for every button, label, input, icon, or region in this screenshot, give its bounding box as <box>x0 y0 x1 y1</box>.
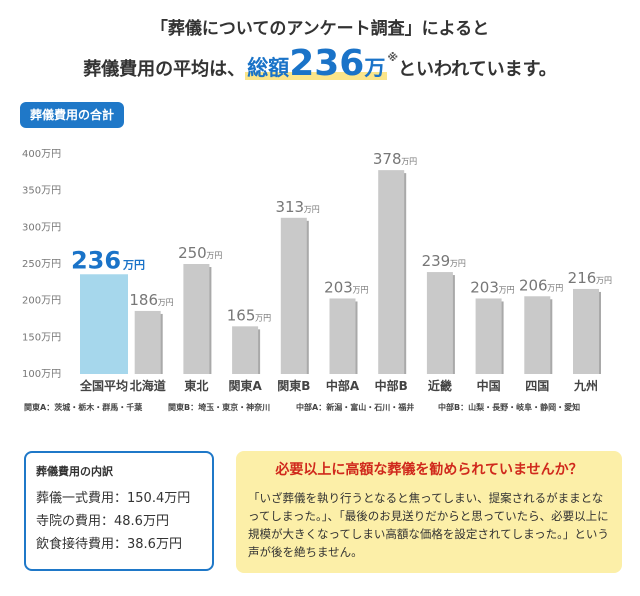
category-label: 中部A <box>326 378 360 393</box>
category-label: 関東A <box>228 378 262 393</box>
value-unit: 万円 <box>255 313 271 322</box>
category-label: 四国 <box>525 379 549 393</box>
value-unit: 万円 <box>450 259 466 268</box>
category-label: 全国平均 <box>79 378 128 393</box>
region-note-kanto-a: 関東A：茨城・栃木・群馬・千葉 <box>24 403 143 412</box>
total-highlight: 総額236万 <box>245 44 388 84</box>
value-label: 206 <box>519 276 548 294</box>
y-tick-label: 200万円 <box>22 296 61 307</box>
warning-body: 「いざ葬儀を執り行うとなると焦ってしまい、提案されるがままとなってしまった。」、… <box>248 491 609 559</box>
category-label: 九州 <box>573 378 598 393</box>
y-tick-label: 100万円 <box>22 369 61 380</box>
category-label: 中国 <box>477 378 501 393</box>
value-label: 165 <box>227 306 256 324</box>
category-label: 中部B <box>375 378 408 393</box>
breakdown-item-ceremony: 葬儀一式費用：150.4万円 <box>36 491 191 506</box>
total-label: 総額 <box>247 56 290 80</box>
value-label: 239 <box>422 252 451 270</box>
y-tick-label: 150万円 <box>22 332 61 343</box>
value-unit: 万円 <box>304 205 320 214</box>
category-label: 関東B <box>277 378 310 393</box>
warning-box: 必要以上に高額な葬儀を勧められていませんか？ 「いざ葬儀を執り行うとなると焦って… <box>236 451 622 573</box>
bar <box>134 310 161 374</box>
breakdown-box: 葬儀費用の内訳 葬儀一式費用：150.4万円 寺院の費用：48.6万円 飲食接待… <box>24 451 214 571</box>
bar <box>426 272 453 374</box>
value-label: 186 <box>129 291 158 309</box>
headline-line2: 葬儀費用の平均は、総額236万 ※といわれています。 <box>0 44 640 90</box>
bar <box>524 296 551 374</box>
y-tick-label: 350万円 <box>22 186 61 197</box>
y-tick-label: 300万円 <box>22 222 61 233</box>
value-unit: 万円 <box>596 276 612 285</box>
category-label: 近畿 <box>428 378 452 393</box>
y-tick-label: 400万円 <box>22 149 61 160</box>
breakdown-item-temple: 寺院の費用：48.6万円 <box>36 514 169 529</box>
value-unit: 万円 <box>499 285 515 294</box>
value-label: 203 <box>470 278 499 296</box>
region-note-chubu-a: 中部A：新潟・富山・石川・福井 <box>296 403 415 412</box>
value-label: 250 <box>178 244 207 262</box>
total-unit: 万 <box>364 56 386 80</box>
headline-line1: 「葬儀についてのアンケート調査」によると <box>150 19 490 39</box>
bar <box>183 264 210 374</box>
headline-suffix: といわれています。 <box>398 59 557 80</box>
value-label: 203 <box>324 278 353 296</box>
value-unit: 万円 <box>206 251 222 260</box>
bar <box>329 298 356 374</box>
bar <box>232 326 259 374</box>
value-unit: 万円 <box>547 283 563 292</box>
category-label: 東北 <box>184 378 208 393</box>
bar <box>475 298 502 374</box>
headline-prefix: 葬儀費用の平均は、 <box>83 59 246 80</box>
bar <box>573 288 599 374</box>
bar <box>80 274 128 374</box>
value-unit: 万円 <box>158 298 174 307</box>
value-unit: 万円 <box>401 157 417 166</box>
warning-title: 必要以上に高額な葬儀を勧められていませんか？ <box>275 462 583 478</box>
breakdown-item-catering: 飲食接待費用：38.6万円 <box>36 537 182 552</box>
bar <box>378 170 405 374</box>
value-label: 216 <box>568 269 597 287</box>
value-unit: 万円 <box>353 285 369 294</box>
breakdown-title: 葬儀費用の内訳 <box>36 465 113 478</box>
region-note-kanto-b: 関東B：埼玉・東京・神奈川 <box>168 403 271 412</box>
total-number: 236 <box>289 43 365 84</box>
value-unit: 万円 <box>122 258 145 271</box>
value-label: 313 <box>275 198 304 216</box>
category-label: 北海道 <box>130 378 166 393</box>
footnote-mark: ※ <box>387 51 399 64</box>
bar <box>280 217 307 374</box>
value-label: 236 <box>71 246 121 274</box>
region-note-chubu-b: 中部B：山梨・長野・岐阜・静岡・愛知 <box>438 403 581 412</box>
y-tick-label: 250万円 <box>22 259 61 270</box>
section-badge: 葬儀費用の合計 <box>20 102 125 128</box>
value-label: 378 <box>373 150 402 168</box>
